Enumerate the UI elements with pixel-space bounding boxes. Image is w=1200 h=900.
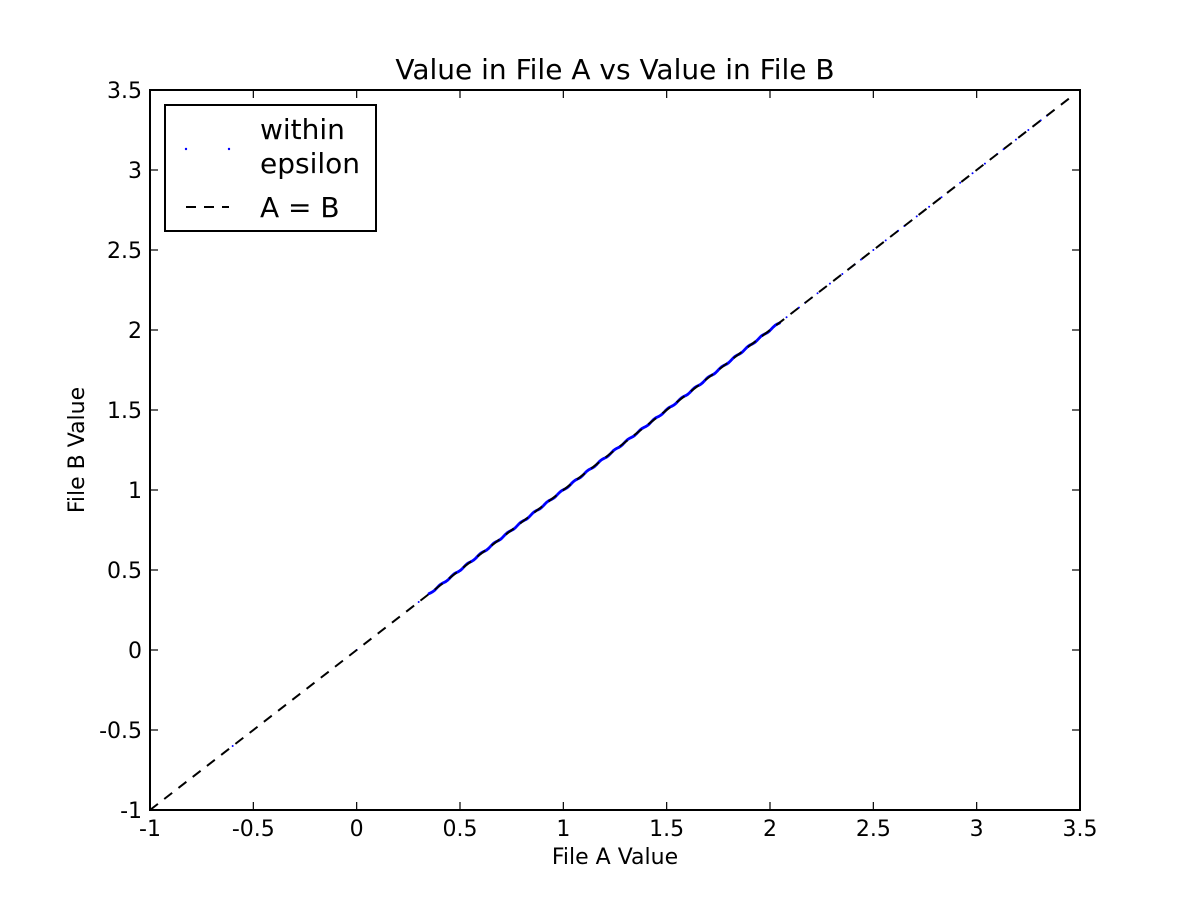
y-axis-label: File B Value	[65, 387, 90, 513]
x-tick-label: 3.5	[1063, 817, 1098, 842]
legend-label-within-epsilon-line2: epsilon	[260, 147, 360, 180]
legend: within epsilon A = B	[164, 104, 377, 232]
x-tick-label: 0.5	[443, 817, 478, 842]
within-epsilon-point	[785, 316, 788, 319]
y-tick-label: 0	[128, 639, 142, 664]
y-tick-label: 1.5	[107, 399, 142, 424]
within-epsilon-point	[1027, 129, 1030, 131]
within-epsilon-point	[828, 282, 831, 285]
within-epsilon-point	[915, 215, 918, 218]
chart-title: Value in File A vs Value in File B	[395, 53, 834, 86]
within-epsilon-point	[971, 172, 974, 175]
within-epsilon-point	[928, 205, 931, 208]
within-epsilon-point	[859, 258, 862, 261]
legend-box	[164, 104, 377, 232]
legend-label-within-epsilon-line1: within	[260, 113, 345, 146]
within-epsilon-point	[417, 601, 420, 603]
x-tick-label: 1.5	[649, 817, 684, 842]
y-tick-label: 0.5	[107, 559, 142, 584]
within-epsilon-point	[231, 745, 234, 747]
y-tick-label: 3	[128, 159, 142, 184]
x-axis-label: File A Value	[552, 845, 678, 870]
x-tick-label: 3	[970, 817, 984, 842]
y-tick-label: 2	[128, 319, 142, 344]
y-tick-label: 2.5	[107, 239, 142, 264]
series-a-equals-b-line	[149, 97, 1071, 811]
y-tick-label: 3.5	[107, 79, 142, 104]
within-epsilon-point	[1014, 138, 1017, 141]
legend-label-a-equals-b: A = B	[260, 191, 340, 224]
x-axis-ticks: -1 -0.5 0 0.5 1 1.5 2 2.5 3 3.5	[139, 90, 1098, 842]
y-axis-ticks: -1 -0.5 0 0.5 1 1.5 2 2.5 3 3.5	[99, 79, 1080, 824]
y-tick-label: 1	[128, 479, 142, 504]
within-epsilon-point	[841, 273, 844, 275]
plot-frame	[149, 89, 1081, 811]
x-tick-label: 2.5	[856, 817, 891, 842]
x-tick-label: 2	[763, 817, 777, 842]
within-epsilon-point	[940, 196, 943, 199]
x-tick-label: 1	[556, 817, 570, 842]
within-epsilon-point	[983, 162, 986, 165]
x-tick-label: 0	[350, 817, 364, 842]
plot-series-layer	[149, 97, 1071, 811]
x-tick-label: -1	[139, 817, 161, 842]
y-tick-label: -0.5	[99, 719, 142, 744]
within-epsilon-point	[816, 292, 819, 295]
x-tick-label: -0.5	[232, 817, 275, 842]
within-epsilon-point	[959, 181, 962, 184]
y-tick-label: -1	[120, 799, 142, 824]
within-epsilon-point	[884, 239, 887, 242]
within-epsilon-point	[872, 249, 875, 251]
legend-marker-within-epsilon	[184, 147, 231, 151]
